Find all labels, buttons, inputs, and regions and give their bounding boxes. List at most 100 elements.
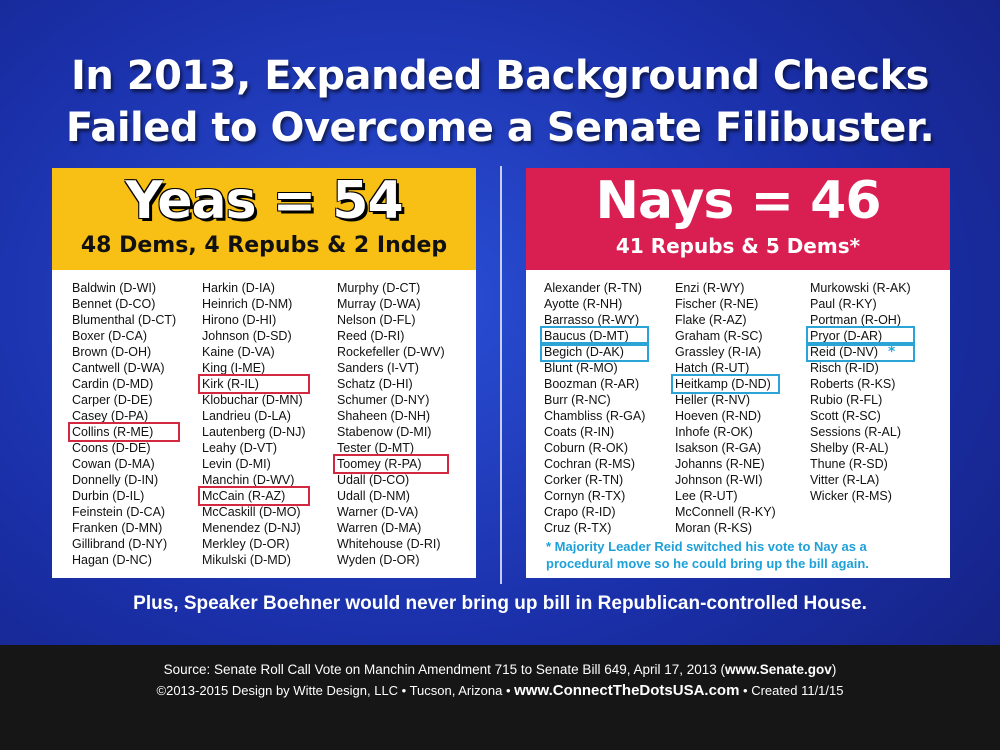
yea-senator: Sanders (I-VT) (337, 361, 419, 375)
nay-senator: Crapo (R-ID) (544, 505, 616, 519)
nay-senator: Thune (R-SD) (810, 457, 888, 471)
yea-senator: Johnson (D-SD) (202, 329, 292, 343)
nay-senator: Risch (R-ID) (810, 361, 879, 375)
yea-senator: Coons (D-DE) (72, 441, 151, 455)
nays-panel: Nays = 46 41 Repubs & 5 Dems* Alexander … (526, 168, 950, 578)
nay-senator: Cochran (R-MS) (544, 457, 635, 471)
yea-senator: Warner (D-VA) (337, 505, 419, 519)
yea-senator: Boxer (D-CA) (72, 329, 148, 343)
nay-senator: Shelby (R-AL) (810, 441, 889, 455)
yea-senator: Merkley (D-OR) (202, 537, 290, 551)
reid-asterisk: * (888, 344, 896, 360)
nay-senator: Vitter (R-LA) (810, 473, 880, 487)
page-title: In 2013, Expanded Background Checks Fail… (0, 50, 1000, 154)
yea-senator: Donnelly (D-IN) (72, 473, 159, 487)
yea-senator: Rockefeller (D-WV) (337, 345, 445, 359)
yea-senator: Lautenberg (D-NJ) (202, 425, 306, 439)
yea-senator: Blumenthal (D-CT) (72, 313, 177, 327)
nay-senator: Rubio (R-FL) (810, 393, 883, 407)
yea-senator: Toomey (R-PA) (333, 454, 449, 474)
nay-senator: Hatch (R-UT) (675, 361, 750, 375)
yea-senator: Brown (D-OH) (72, 345, 152, 359)
yea-senator: Reed (D-RI) (337, 329, 405, 343)
yea-senator: Warren (D-MA) (337, 521, 422, 535)
yea-senator: Manchin (D-WV) (202, 473, 295, 487)
nay-senator: Scott (R-SC) (810, 409, 881, 423)
nays-header: Nays = 46 41 Repubs & 5 Dems* (526, 168, 950, 270)
yea-senator: Klobuchar (D-MN) (202, 393, 303, 407)
credits-text: ©2013-2015 Design by Witte Design, LLC •… (156, 683, 511, 698)
yeas-count: Yeas = 54 (125, 171, 403, 231)
yea-senator: Wyden (D-OR) (337, 553, 420, 567)
yea-senator: Udall (D-NM) (337, 489, 410, 503)
yea-senator: Gillibrand (D-NY) (72, 537, 168, 551)
yea-senator: Schatz (D-HI) (337, 377, 413, 391)
yea-senator: Carper (D-DE) (72, 393, 153, 407)
boehner-note: Plus, Speaker Boehner would never bring … (133, 593, 867, 614)
nay-senator: Begich (D-AK) (539, 342, 650, 362)
yea-senator: Schumer (D-NY) (337, 393, 430, 407)
yeas-column-3: Murphy (D-CT) Murray (D-WA) Nelson (D-FL) R… (333, 280, 449, 568)
yea-senator: Durbin (D-IL) (72, 489, 145, 503)
nay-senator: Roberts (R-KS) (810, 377, 896, 391)
source-text: Source: Senate Roll Call Vote on Manchin… (163, 662, 726, 677)
nay-senator: Alexander (R-TN) (544, 281, 642, 295)
yea-senator: Stabenow (D-MI) (337, 425, 432, 439)
yea-senator: Harkin (D-IA) (202, 281, 275, 295)
nay-senator: Lee (R-UT) (675, 489, 738, 503)
panel-divider (500, 166, 502, 584)
yea-senator: Murray (D-WA) (337, 297, 421, 311)
yea-senator: Hirono (D-HI) (202, 313, 277, 327)
yea-senator: Hagan (D-NC) (72, 553, 152, 567)
nay-senator: Enzi (R-WY) (675, 281, 745, 295)
nay-senator: Burr (R-NC) (544, 393, 611, 407)
nays-count: Nays = 46 (595, 171, 882, 231)
yeas-breakdown: 48 Dems, 4 Repubs & 2 Indep (80, 233, 448, 258)
yea-senator: Kirk (R-IL) (198, 374, 310, 394)
nay-senator: Coats (R-IN) (544, 425, 615, 439)
yea-senator: Leahy (D-VT) (202, 441, 278, 455)
yea-senator: Cantwell (D-WA) (72, 361, 165, 375)
nay-senator: Inhofe (R-OK) (675, 425, 753, 439)
yea-senator: Heinrich (D-NM) (202, 297, 293, 311)
nay-senator: Boozman (R-AR) (544, 377, 640, 391)
nay-senator: Fischer (R-NE) (675, 297, 759, 311)
reid-footnote: * Majority Leader Reid switched his vote… (546, 539, 869, 571)
nay-senator: Ayotte (R-NH) (544, 297, 623, 311)
senate-link[interactable]: www.Senate.gov (725, 662, 832, 677)
created-date: • Created 11/1/15 (743, 683, 844, 698)
nay-senator: Sessions (R-AL) (810, 425, 901, 439)
nay-senator: Corker (R-TN) (544, 473, 624, 487)
nay-senator: Barrasso (R-WY) (544, 313, 640, 327)
yeas-panel: Yeas = 54 48 Dems, 4 Repubs & 2 Indep Ba… (52, 168, 476, 578)
yea-senator: Bennet (D-CO) (72, 297, 156, 311)
yea-senator: McCain (R-AZ) (198, 486, 310, 506)
nay-senator: Chambliss (R-GA) (544, 409, 646, 423)
yeas-header: Yeas = 54 48 Dems, 4 Repubs & 2 Indep (52, 168, 476, 270)
yea-senator: Feinstein (D-CA) (72, 505, 166, 519)
connect-the-dots-link[interactable]: www.ConnectTheDotsUSA.com (514, 682, 740, 699)
nay-senator: Isakson (R-GA) (675, 441, 762, 455)
source-line: Source: Senate Roll Call Vote on Manchin… (0, 661, 1000, 679)
yea-senator: Casey (D-PA) (72, 409, 149, 423)
nay-senator: Murkowski (R-AK) (810, 281, 911, 295)
source-close: ) (831, 662, 837, 677)
nay-senator: Heitkamp (D-ND) (671, 374, 780, 394)
nay-senator: Moran (R-KS) (675, 521, 753, 535)
yea-senator: Landrieu (D-LA) (202, 409, 291, 423)
yea-senator: McCaskill (D-MO) (202, 505, 301, 519)
footer: Source: Senate Roll Call Vote on Manchin… (0, 645, 1000, 750)
yea-senator: Collins (R-ME) (67, 422, 181, 442)
nay-senator: Wicker (R-MS) (810, 489, 892, 503)
yea-senator: Cardin (D-MD) (72, 377, 154, 391)
nay-senator: Cruz (R-TX) (544, 521, 612, 535)
nay-senator: Portman (R-OH) (810, 313, 901, 327)
nay-senator: Heller (R-NV) (675, 393, 750, 407)
nay-senator: Flake (R-AZ) (675, 313, 747, 327)
nays-column-2: Enzi (R-WY) Fischer (R-NE) Flake (R-AZ) Gra… (671, 280, 780, 536)
title-line-1: In 2013, Expanded Background Checks (70, 53, 930, 99)
nays-column-1: Alexander (R-TN) Ayotte (R-NH) Barrasso (R… (539, 280, 650, 536)
yeas-column-2: Harkin (D-IA) Heinrich (D-NM) Hirono (D-HI… (198, 280, 310, 568)
nay-senator: Hoeven (R-ND) (675, 409, 762, 423)
yea-senator: Mikulski (D-MD) (202, 553, 291, 567)
